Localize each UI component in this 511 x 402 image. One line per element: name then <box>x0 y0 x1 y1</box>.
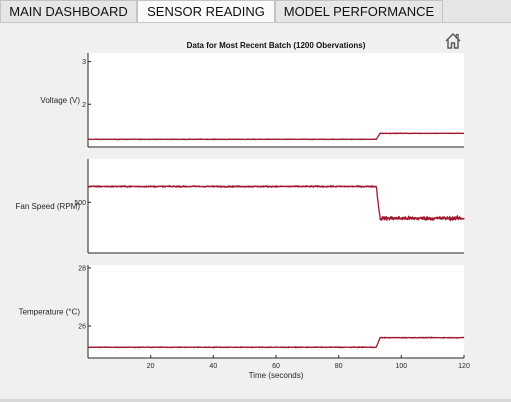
x-tick-label: 60 <box>272 363 280 370</box>
x-tick-label: 100 <box>395 363 407 370</box>
y-tick-label: 500 <box>74 200 86 207</box>
x-tick-label: 20 <box>147 363 155 370</box>
series-line <box>87 132 465 141</box>
subplot-3: 26 28 20 40 60 80 100 120 Temperature (°C) Time (… <box>19 265 470 380</box>
home-button[interactable] <box>443 31 463 51</box>
series-line <box>87 336 465 349</box>
y-axis-label: Fan Speed (RPM) <box>16 202 81 211</box>
y-tick-label: 28 <box>78 265 86 272</box>
y-tick-label: 2 <box>82 102 86 109</box>
plot-area <box>88 265 464 358</box>
subplot-1: 2 3 Voltage (V) Data for Most Recent Batch … <box>40 41 465 148</box>
tab-main-dashboard[interactable]: MAIN DASHBOARD <box>0 0 137 22</box>
x-tick-label: 80 <box>335 363 343 370</box>
x-axis-label: Time (seconds) <box>249 371 304 380</box>
y-axis-label: Temperature (°C) <box>19 308 81 317</box>
plot-area <box>88 53 464 147</box>
tab-bar: MAIN DASHBOARD SENSOR READING MODEL PERF… <box>0 0 511 23</box>
y-tick-label: 26 <box>78 324 86 331</box>
series-line <box>87 184 465 222</box>
tab-sensor-reading[interactable]: SENSOR READING <box>137 0 275 23</box>
tab-bar-filler <box>442 0 511 22</box>
x-tick-label: 40 <box>209 363 217 370</box>
status-strip <box>0 399 511 402</box>
y-tick-label: 3 <box>82 59 86 66</box>
chart-title: Data for Most Recent Batch (1200 Obervat… <box>187 41 366 50</box>
home-icon <box>445 33 461 49</box>
x-tick-label: 120 <box>458 363 470 370</box>
y-axis-label: Voltage (V) <box>40 96 80 105</box>
plot-area <box>88 159 464 253</box>
